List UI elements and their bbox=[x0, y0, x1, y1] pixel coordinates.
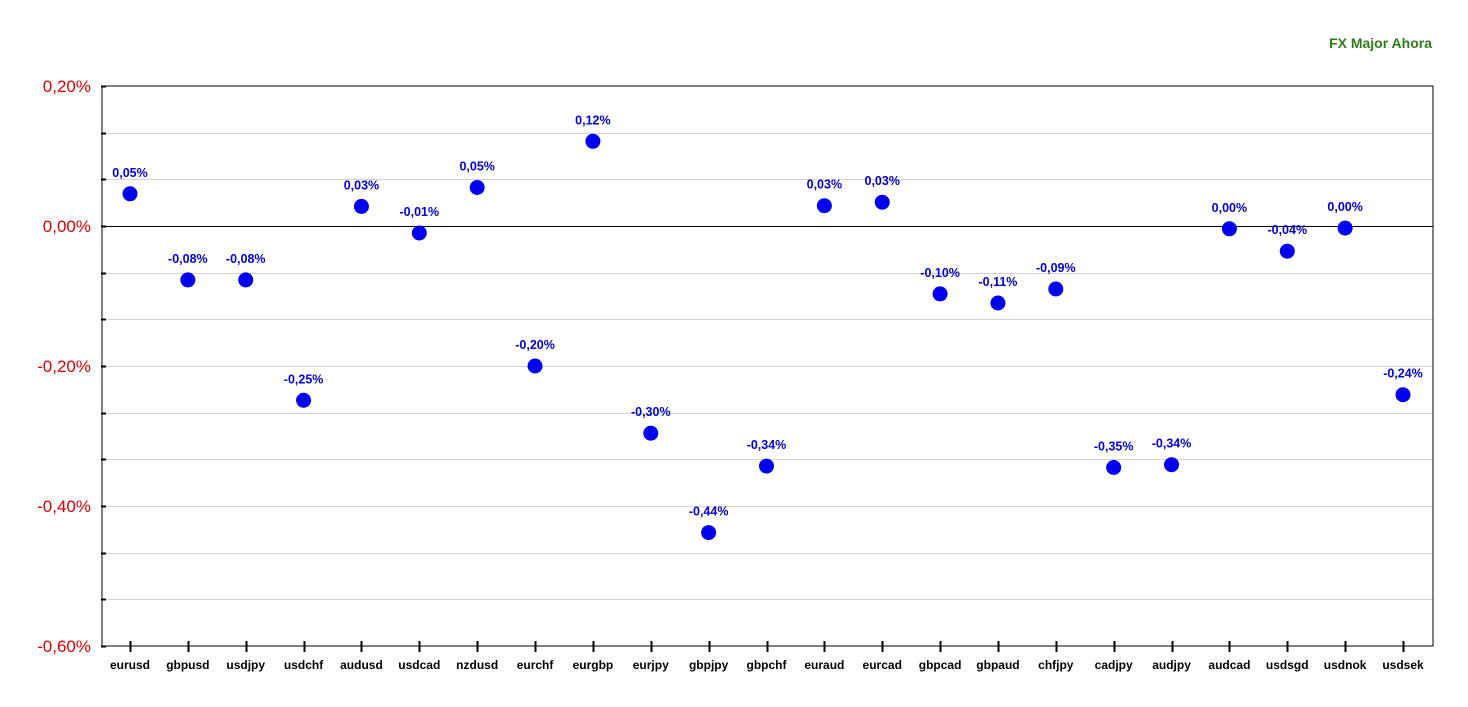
chart-title: FX Major Ahora bbox=[1329, 35, 1432, 51]
x-tick-label-gbpaud: gbpaud bbox=[976, 658, 1019, 672]
data-label-eurgbp: 0,12% bbox=[575, 113, 610, 127]
x-tick-label-cadjpy: cadjpy bbox=[1095, 658, 1133, 672]
data-label-nzdusd: 0,05% bbox=[459, 160, 494, 174]
x-tick-label-eurchf: eurchf bbox=[517, 658, 555, 672]
data-point-audusd bbox=[353, 198, 369, 214]
data-label-usdsgd: -0,04% bbox=[1267, 223, 1307, 237]
x-tick-label-audusd: audusd bbox=[340, 658, 383, 672]
data-point-gbpjpy bbox=[701, 525, 717, 541]
data-label-gbpchf: -0,34% bbox=[747, 438, 787, 452]
x-tick-label-gbpusd: gbpusd bbox=[166, 658, 209, 672]
x-tick-label-chfjpy: chfjpy bbox=[1038, 658, 1074, 672]
data-point-usdjpy bbox=[238, 272, 254, 288]
y-tick-label: -0,60% bbox=[37, 637, 91, 656]
y-tick-label: 0,00% bbox=[43, 217, 91, 236]
data-points bbox=[122, 133, 1411, 541]
data-label-usdjpy: -0,08% bbox=[226, 252, 266, 266]
data-point-gbpcad bbox=[932, 286, 948, 302]
data-point-gbpchf bbox=[759, 458, 774, 474]
y-tick-label: -0,20% bbox=[37, 357, 91, 376]
y-tick-label: 0,20% bbox=[43, 77, 91, 96]
data-label-eurusd: 0,05% bbox=[112, 166, 147, 180]
data-point-audcad bbox=[1221, 221, 1237, 237]
data-point-usdcad bbox=[411, 225, 427, 241]
y-ticks: 0,20% 0,00% -0,20% -0,40% -0,60% bbox=[37, 77, 106, 656]
data-point-cadjpy bbox=[1106, 460, 1122, 475]
data-label-audcad: 0,00% bbox=[1212, 201, 1247, 215]
x-tick-label-audjpy: audjpy bbox=[1152, 658, 1191, 672]
data-label-gbpcad: -0,10% bbox=[920, 266, 960, 280]
x-tick-label-nzdusd: nzdusd bbox=[456, 658, 498, 672]
x-tick-label-euraud: euraud bbox=[804, 658, 844, 672]
data-label-gbpjpy: -0,44% bbox=[689, 505, 729, 519]
data-label-gbpaud: -0,11% bbox=[978, 275, 1017, 289]
data-point-gbpaud bbox=[990, 295, 1006, 311]
x-tick-label-gbpcad: gbpcad bbox=[919, 658, 962, 672]
x-tick-label-usdsek: usdsek bbox=[1382, 658, 1424, 672]
x-tick-label-gbpjpy: gbpjpy bbox=[689, 658, 729, 672]
data-point-usdsek bbox=[1395, 387, 1411, 403]
data-point-nzdusd bbox=[469, 180, 485, 195]
data-label-eurcad: 0,03% bbox=[865, 174, 900, 188]
data-label-eurjpy: -0,30% bbox=[631, 405, 671, 419]
x-tick-label-audcad: audcad bbox=[1208, 658, 1250, 672]
data-label-gbpusd: -0,08% bbox=[168, 252, 208, 266]
x-tick-label-usdjpy: usdjpy bbox=[226, 658, 265, 672]
data-point-eurchf bbox=[527, 358, 543, 374]
data-point-gbpusd bbox=[180, 272, 196, 288]
data-point-usdsgd bbox=[1279, 243, 1295, 259]
data-label-usdsek: -0,24% bbox=[1383, 367, 1423, 381]
x-tick-label-usdnok: usdnok bbox=[1324, 658, 1367, 672]
data-label-audjpy: -0,34% bbox=[1152, 437, 1192, 451]
data-label-audusd: 0,03% bbox=[344, 178, 379, 192]
x-tick-label-gbpchf: gbpchf bbox=[747, 658, 788, 672]
x-tick-label-eurcad: eurcad bbox=[863, 658, 902, 672]
x-tick-label-eurgbp: eurgbp bbox=[573, 658, 614, 672]
data-label-eurchf: -0,20% bbox=[515, 338, 555, 352]
data-label-usdnok: 0,00% bbox=[1327, 200, 1362, 214]
data-point-usdnok bbox=[1337, 220, 1353, 236]
data-point-audjpy bbox=[1164, 457, 1180, 473]
data-label-chfjpy: -0,09% bbox=[1036, 261, 1076, 275]
x-tick-label-usdchf: usdchf bbox=[284, 658, 324, 672]
data-point-eurcad bbox=[874, 194, 890, 210]
x-tick-label-eurjpy: eurjpy bbox=[633, 658, 669, 672]
x-tick-label-eurusd: eurusd bbox=[110, 658, 150, 672]
data-point-eurgbp bbox=[585, 133, 601, 149]
data-point-chfjpy bbox=[1048, 281, 1064, 297]
x-tick-label-usdcad: usdcad bbox=[398, 658, 440, 672]
data-label-cadjpy: -0,35% bbox=[1094, 440, 1134, 454]
data-point-eurjpy bbox=[643, 425, 659, 441]
data-point-eurusd bbox=[122, 186, 138, 202]
data-labels: 0,05% -0,08% -0,08% -0,25% 0,03% -0,01% 0,05% -… bbox=[112, 113, 1423, 518]
data-point-euraud bbox=[816, 198, 832, 214]
y-tick-label: -0,40% bbox=[37, 497, 91, 516]
data-label-usdchf: -0,25% bbox=[284, 372, 324, 386]
data-label-usdcad: -0,01% bbox=[400, 205, 440, 219]
data-label-euraud: 0,03% bbox=[807, 178, 842, 192]
data-point-usdchf bbox=[296, 392, 312, 408]
x-ticks: eurusd gbpusd usdjpy usdchf audusd usdcad nzdu… bbox=[110, 641, 1424, 672]
x-tick-label-usdsgd: usdsgd bbox=[1266, 658, 1309, 672]
